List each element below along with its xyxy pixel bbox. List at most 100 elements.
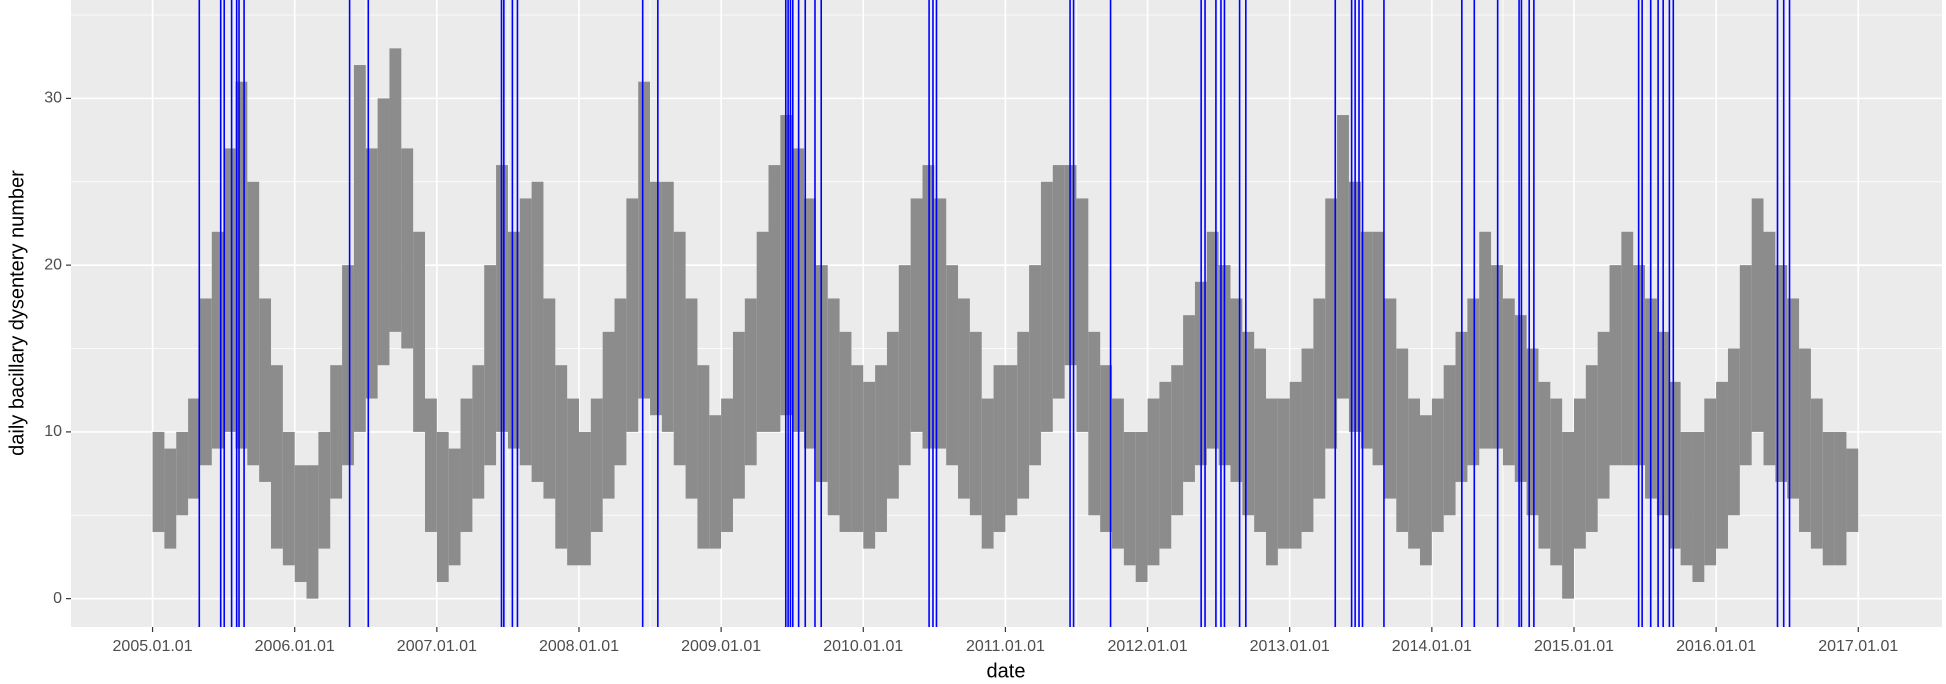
- y-axis-title: daily bacillary dysentery number: [6, 170, 28, 456]
- daily-range: [377, 98, 390, 366]
- daily-range: [768, 165, 781, 432]
- daily-range: [424, 398, 437, 532]
- daily-range: [472, 365, 485, 499]
- daily-range: [1123, 431, 1136, 566]
- daily-range: [1408, 398, 1420, 549]
- daily-range: [673, 231, 686, 466]
- daily-range: [650, 181, 662, 416]
- daily-range: [827, 298, 840, 516]
- daily-range: [342, 265, 354, 466]
- daily-range: [1834, 431, 1847, 566]
- daily-range: [1751, 198, 1764, 432]
- daily-range: [555, 365, 568, 549]
- daily-range: [1230, 298, 1243, 482]
- daily-range: [721, 398, 733, 532]
- y-tick-label: 10: [44, 423, 62, 440]
- x-axis-title: date: [987, 660, 1026, 682]
- daily-range: [602, 331, 615, 499]
- daily-range: [389, 48, 402, 332]
- x-tick-label: 2007.01.01: [397, 638, 477, 655]
- x-tick-label: 2009.01.01: [681, 638, 761, 655]
- daily-range: [223, 148, 236, 432]
- daily-range: [1100, 365, 1113, 532]
- daily-range: [330, 365, 343, 499]
- daily-range: [886, 331, 899, 499]
- x-tick-label: 2017.01.01: [1818, 638, 1898, 655]
- daily-range: [1183, 315, 1195, 482]
- daily-range: [531, 181, 544, 482]
- daily-range: [1159, 381, 1172, 549]
- daily-range: [910, 198, 923, 432]
- daily-range: [685, 298, 698, 499]
- daily-range: [211, 231, 224, 449]
- daily-range: [271, 365, 283, 549]
- daily-range: [958, 298, 970, 499]
- daily-range: [638, 81, 651, 399]
- daily-range: [567, 398, 579, 566]
- daily-range: [1550, 398, 1563, 566]
- x-tick-label: 2013.01.01: [1250, 638, 1330, 655]
- daily-range: [1502, 298, 1515, 466]
- daily-range: [188, 398, 200, 499]
- daily-range: [318, 431, 331, 549]
- daily-range: [1325, 198, 1338, 449]
- x-tick-label: 2015.01.01: [1534, 638, 1614, 655]
- daily-range: [1147, 398, 1160, 566]
- x-tick-label: 2011.01.01: [966, 638, 1045, 655]
- daily-range: [1479, 231, 1492, 449]
- daily-range: [1289, 381, 1302, 549]
- daily-range: [614, 298, 627, 466]
- daily-range: [1135, 431, 1148, 582]
- x-tick-label: 2006.01.01: [255, 638, 335, 655]
- daily-range: [519, 198, 532, 466]
- daily-range: [1716, 381, 1728, 549]
- daily-range: [993, 365, 1006, 532]
- daily-range: [1266, 398, 1278, 566]
- daily-range: [1017, 331, 1030, 499]
- daily-range: [1360, 231, 1373, 449]
- daily-range: [401, 148, 414, 349]
- daily-range: [1597, 331, 1610, 499]
- y-tick-label: 20: [44, 256, 62, 273]
- daily-range: [981, 398, 994, 549]
- daily-range: [1088, 331, 1101, 516]
- daily-range: [875, 365, 887, 532]
- x-tick-label: 2008.01.01: [539, 638, 619, 655]
- daily-range: [1585, 365, 1598, 532]
- daily-range: [507, 231, 520, 449]
- daily-range: [460, 398, 473, 532]
- daily-range: [626, 198, 639, 432]
- x-tick-label: 2010.01.01: [823, 638, 903, 655]
- daily-range: [1372, 231, 1385, 466]
- daily-range: [744, 298, 757, 466]
- daily-range: [1810, 398, 1823, 549]
- daily-range: [1112, 398, 1124, 549]
- daily-range: [946, 265, 959, 466]
- daily-range: [1692, 431, 1705, 582]
- x-tick-label: 2005.01.01: [113, 638, 193, 655]
- x-tick-label: 2016.01.01: [1676, 638, 1756, 655]
- daily-range: [1396, 348, 1409, 532]
- daily-range: [1526, 348, 1539, 516]
- axes-layer: 0 10 20 30 2005.01.01 2006.01.01 2007.01.01 200…: [44, 90, 1898, 656]
- daily-range: [484, 265, 497, 466]
- daily-range: [969, 331, 982, 516]
- daily-range: [306, 465, 319, 599]
- daily-range: [365, 148, 378, 399]
- daily-range: [1040, 181, 1053, 432]
- daily-range: [1052, 165, 1065, 399]
- daily-range: [235, 81, 248, 449]
- daily-range: [1680, 431, 1693, 566]
- x-tick-label: 2012.01.01: [1108, 638, 1188, 655]
- daily-range: [1254, 348, 1267, 532]
- daily-range: [1562, 431, 1574, 599]
- daily-range: [199, 298, 212, 466]
- daily-range: [1206, 231, 1219, 449]
- y-tick-label: 30: [44, 90, 62, 107]
- daily-range: [1822, 431, 1835, 566]
- daily-range: [1846, 448, 1859, 532]
- daily-range: [1799, 348, 1811, 532]
- daily-range: [1337, 115, 1349, 399]
- daily-range: [1727, 348, 1740, 516]
- daily-range: [804, 198, 816, 449]
